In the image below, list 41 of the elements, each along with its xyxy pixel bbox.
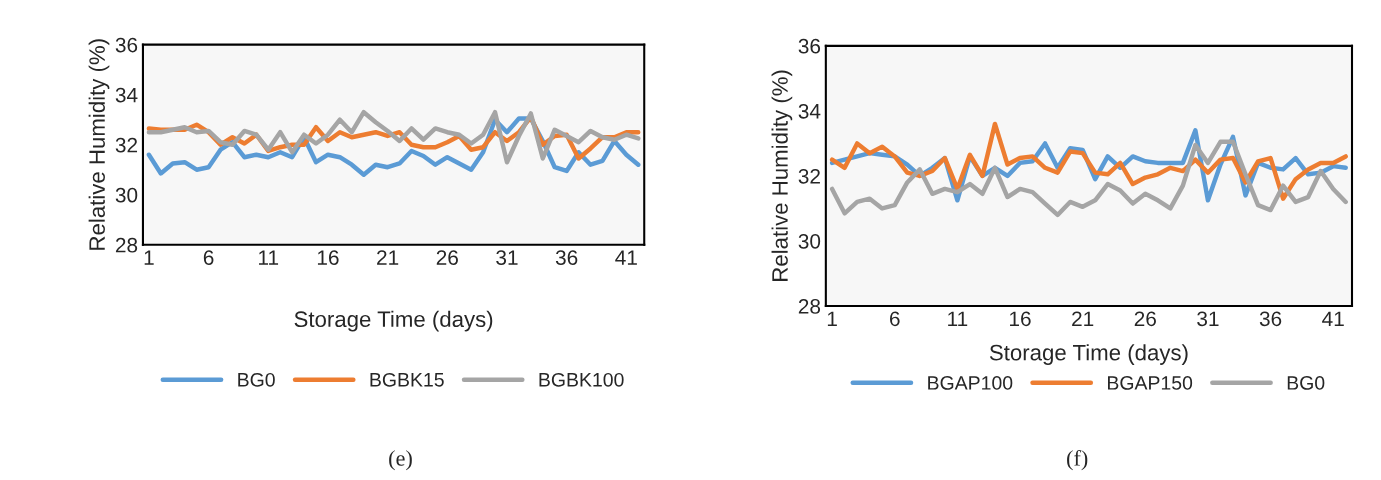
legend-label: BG0 xyxy=(238,372,275,387)
y-axis-title: Relative Humidity (%) xyxy=(88,39,110,250)
legend-label: BG0 xyxy=(1287,376,1325,390)
x-tick-label: 31 xyxy=(1197,311,1219,327)
text: (f) xyxy=(1067,449,1088,471)
x-tick-label: 16 xyxy=(317,250,339,265)
legend-label: BGBK100 xyxy=(539,372,624,387)
x-tick-label: 26 xyxy=(436,250,458,265)
y-tick-label: 36 xyxy=(798,38,821,54)
y-axis-title: Relative Humidity (%) xyxy=(771,70,793,281)
x-tick-label: 26 xyxy=(1134,311,1156,327)
y-tick-label: 28 xyxy=(798,299,821,314)
legend-label: BGBK15 xyxy=(370,372,444,387)
x-tick-label: 36 xyxy=(1259,311,1282,327)
y-tick-label: 32 xyxy=(798,168,820,184)
x-tick-label: 1 xyxy=(827,311,837,326)
y-tick-label: 28 xyxy=(115,237,138,253)
x-tick-label: 16 xyxy=(1010,311,1031,327)
x-tick-label: 1 xyxy=(144,250,154,265)
y-tick-label: 30 xyxy=(115,187,138,203)
x-tick-label: 41 xyxy=(615,250,637,265)
y-tick-label: 36 xyxy=(115,37,138,53)
x-tick-label: 21 xyxy=(377,250,399,265)
x-tick-label: 11 xyxy=(259,250,279,265)
y-tick-label: 30 xyxy=(798,233,821,249)
x-tick-label: 6 xyxy=(203,250,214,265)
x-tick-label: 6 xyxy=(890,311,900,327)
x-tick-label: 11 xyxy=(948,311,968,326)
legend-label: BGAP150 xyxy=(1108,376,1193,390)
x-tick-label: 36 xyxy=(555,250,578,265)
y-tick-label: 34 xyxy=(798,103,821,119)
text: (e) xyxy=(389,450,412,471)
line-series xyxy=(829,139,1348,218)
y-tick-label: 32 xyxy=(115,137,138,153)
legend-label: BGAP100 xyxy=(928,376,1013,390)
x-axis-title: Storage Time (days) xyxy=(989,344,1188,365)
x-tick-label: 31 xyxy=(496,250,518,265)
y-tick-label: 34 xyxy=(115,87,138,103)
x-tick-label: 21 xyxy=(1072,311,1094,326)
x-axis-title: Storage Time (days) xyxy=(294,310,493,332)
x-tick-label: 41 xyxy=(1322,311,1344,326)
